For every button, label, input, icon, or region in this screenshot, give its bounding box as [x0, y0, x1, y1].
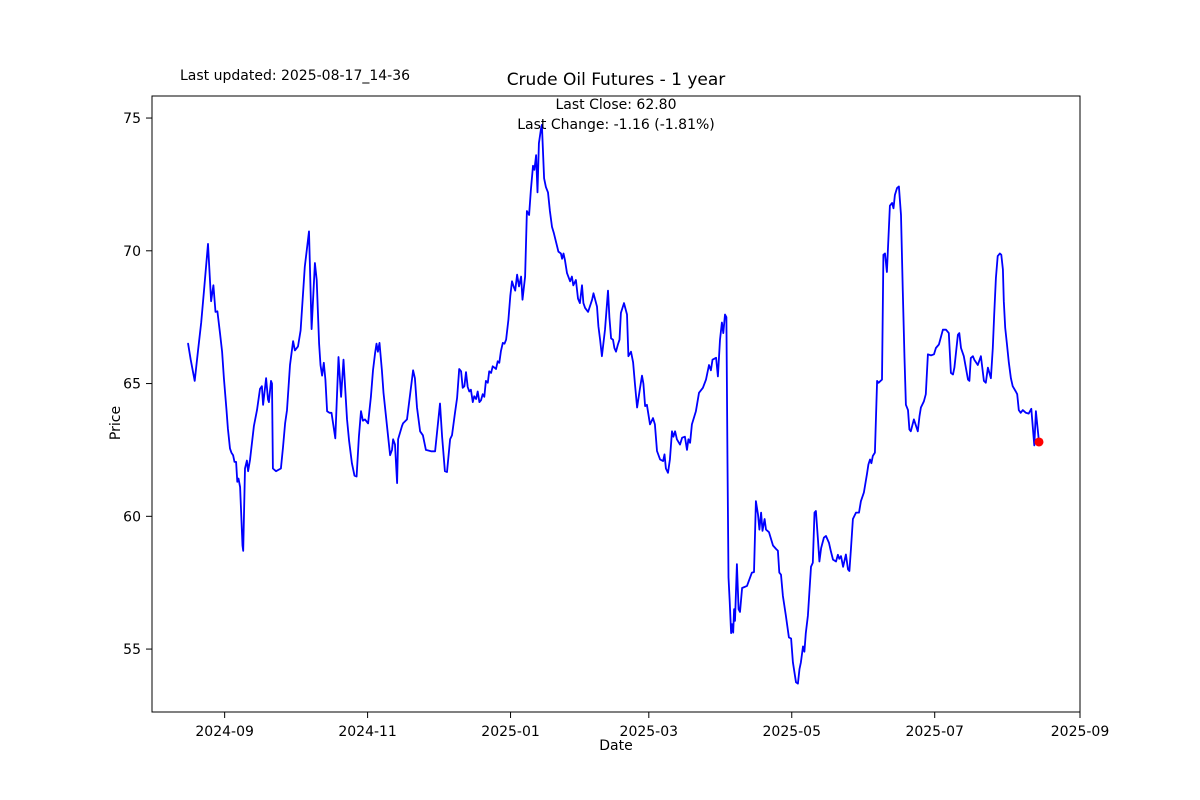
x-tick-label: 2025-05	[763, 724, 822, 740]
annotation-last-close: Last Close: 62.80	[555, 97, 677, 113]
x-axis-label: Date	[599, 738, 633, 754]
chart-title: Crude Oil Futures - 1 year	[506, 70, 726, 90]
last-updated-text: Last updated: 2025-08-17_14-36	[180, 68, 411, 84]
last-price-marker	[1034, 437, 1044, 447]
annotation-last-change: Last Change: -1.16 (-1.81%)	[517, 117, 715, 133]
x-tick-label: 2024-09	[195, 724, 254, 740]
y-tick-label: 65	[123, 377, 141, 393]
y-tick-label: 70	[123, 244, 141, 260]
axes-frame	[151, 95, 1081, 713]
y-tick-label: 75	[123, 111, 141, 127]
x-tick-label: 2025-03	[620, 724, 679, 740]
x-tick-label: 2025-01	[481, 724, 540, 740]
x-tick-label: 2024-11	[338, 724, 397, 740]
y-tick-label: 55	[123, 642, 141, 658]
price-line	[187, 124, 1040, 685]
y-axis-label: Price	[108, 405, 125, 441]
y-tick-label: 60	[123, 509, 141, 525]
x-tick-label: 2025-09	[1051, 724, 1110, 740]
x-tick-label: 2025-07	[905, 724, 964, 740]
